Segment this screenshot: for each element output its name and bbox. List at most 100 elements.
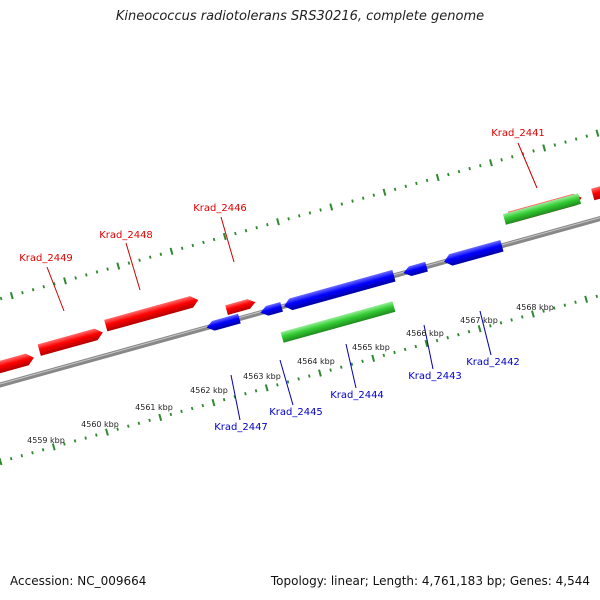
minor-tick xyxy=(298,214,301,218)
minor-tick xyxy=(382,353,386,358)
label-leader-line xyxy=(230,374,241,421)
accession-text: Accession: NC_009664 xyxy=(10,574,147,588)
minor-tick xyxy=(222,397,226,402)
minor-tick xyxy=(552,306,556,310)
genome-summary-text: Topology: linear; Length: 4,761,183 bp; … xyxy=(270,574,590,588)
page-title: Kineococcus radiotolerans SRS30216, comp… xyxy=(115,9,485,24)
minor-tick xyxy=(31,288,35,292)
minor-tick xyxy=(564,140,567,144)
label-leaders xyxy=(46,142,538,421)
kbp-scale-label: 4559 kbp xyxy=(27,436,65,445)
minor-tick xyxy=(244,228,248,233)
label-leader-line xyxy=(220,216,235,263)
plus-strand-gene-arrow xyxy=(591,179,600,201)
major-tick xyxy=(435,173,440,182)
minor-tick xyxy=(542,309,545,313)
major-tick xyxy=(371,354,376,362)
kbp-scale-label: 4563 kbp xyxy=(243,372,281,381)
minor-tick xyxy=(276,383,279,387)
minor-tick xyxy=(95,270,99,274)
minor-tick xyxy=(106,267,109,271)
rna-gene-bar xyxy=(502,193,582,225)
major-tick xyxy=(116,262,121,270)
major-tick xyxy=(584,295,589,303)
minor-tick xyxy=(234,231,237,236)
plus-strand-gene-arrow xyxy=(0,353,34,380)
minor-tick xyxy=(479,163,482,168)
minor-tick xyxy=(180,409,183,414)
minor-tick xyxy=(351,199,354,203)
minor-tick xyxy=(31,451,34,455)
major-tick xyxy=(158,413,163,421)
minor-tick xyxy=(180,246,184,251)
major-tick xyxy=(276,218,280,226)
minus-strand-gene-arrow xyxy=(444,239,504,266)
minor-tick xyxy=(446,335,449,340)
gene-arrows xyxy=(0,179,600,380)
label-leader-line xyxy=(517,142,538,189)
minor-tick xyxy=(266,223,269,227)
minor-tick xyxy=(127,424,130,428)
minor-tick xyxy=(85,273,88,277)
minor-tick xyxy=(9,457,13,461)
kbp-scale-label: 4565 kbp xyxy=(352,343,390,352)
minor-tick xyxy=(574,300,577,304)
gene-label: Krad_2442 xyxy=(466,357,520,368)
minor-tick xyxy=(286,380,290,384)
minor-tick xyxy=(138,258,141,262)
major-tick xyxy=(318,369,322,377)
label-leader-line xyxy=(479,310,492,356)
minor-tick xyxy=(41,448,45,452)
minor-tick xyxy=(563,303,567,307)
minor-tick xyxy=(468,166,471,171)
label-leader-line xyxy=(46,266,65,312)
label-leader-line xyxy=(279,359,294,406)
minor-tick xyxy=(553,143,557,147)
minor-tick xyxy=(148,418,151,422)
gene-label: Krad_2447 xyxy=(214,422,268,433)
minor-tick xyxy=(372,193,376,197)
minor-tick xyxy=(21,290,24,295)
major-tick xyxy=(489,159,493,167)
minor-tick xyxy=(574,137,578,141)
minor-tick xyxy=(148,255,152,259)
major-tick xyxy=(542,144,547,152)
minor-tick xyxy=(212,237,216,242)
major-tick xyxy=(63,277,67,285)
minor-tick xyxy=(500,158,503,162)
minor-tick xyxy=(297,377,300,381)
minus-strand-gene-arrow xyxy=(403,261,428,276)
kbp-scale-label: 4561 kbp xyxy=(135,403,173,412)
minor-tick xyxy=(244,392,247,396)
minor-tick xyxy=(74,276,77,280)
minor-tick xyxy=(510,318,513,322)
major-tick xyxy=(264,384,269,392)
minor-tick xyxy=(84,436,87,440)
minor-tick xyxy=(595,294,599,298)
minor-tick xyxy=(319,208,322,212)
minor-tick xyxy=(467,330,471,334)
plus-strand-gene-arrow xyxy=(37,328,103,356)
major-tick xyxy=(222,232,227,241)
minor-tick xyxy=(127,261,131,265)
minor-tick xyxy=(340,202,344,206)
minor-tick xyxy=(457,332,460,337)
minus-strand-gene-arrow xyxy=(284,269,396,311)
minor-tick xyxy=(308,374,311,378)
minor-tick xyxy=(0,296,3,301)
kbp-scale-label: 4562 kbp xyxy=(190,386,228,395)
minor-tick xyxy=(532,149,535,153)
kbp-scale-label: 4568 kbp xyxy=(516,303,554,312)
major-tick xyxy=(329,203,334,211)
label-leader-line xyxy=(345,343,357,389)
gene-label: Krad_2446 xyxy=(193,203,247,214)
minor-tick xyxy=(404,184,408,189)
rna-gene-bar xyxy=(280,301,396,343)
minor-tick xyxy=(510,155,514,159)
kbp-scale-label: 4567 kbp xyxy=(460,316,498,325)
major-tick xyxy=(0,458,3,466)
gene-label: Krad_2445 xyxy=(269,407,323,418)
minor-tick xyxy=(499,321,503,325)
minor-tick xyxy=(116,427,119,431)
minor-tick xyxy=(585,134,589,138)
